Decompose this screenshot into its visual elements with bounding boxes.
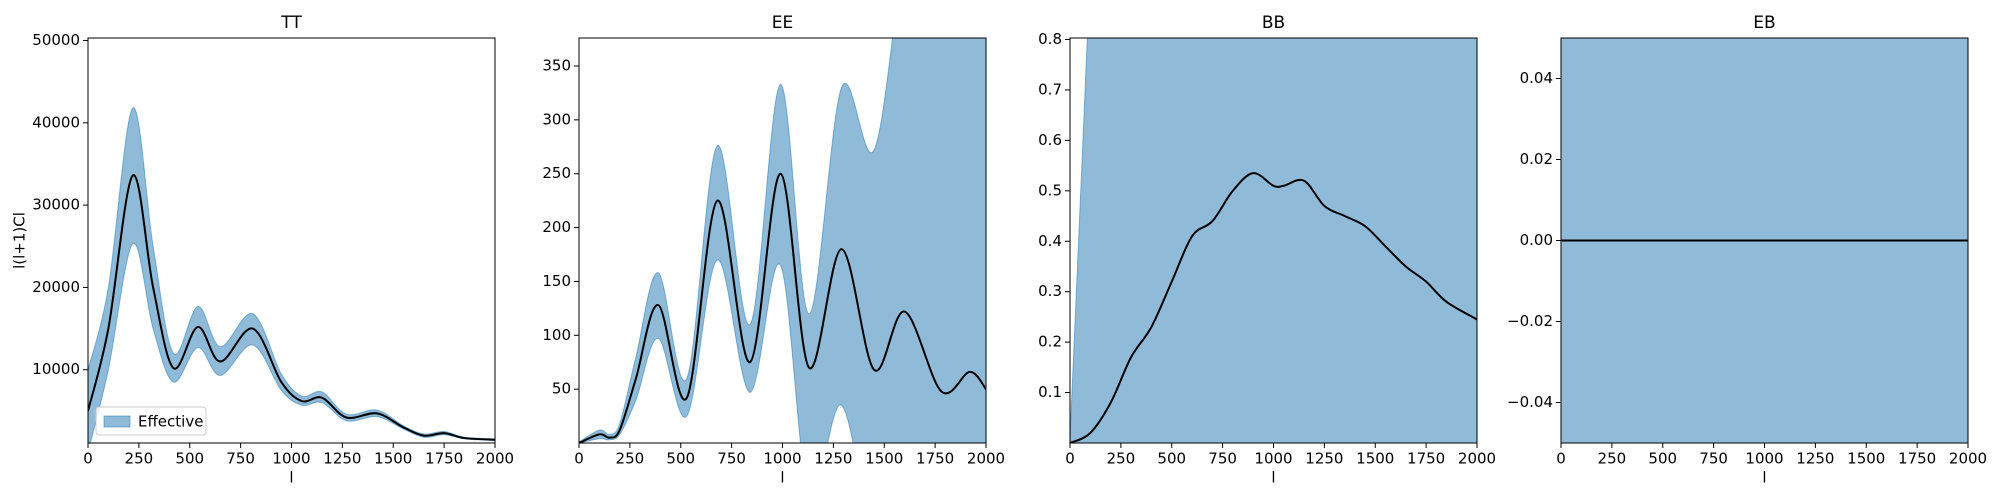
chart-title: TT [280,13,302,33]
y-tick-label: 0.6 [1038,131,1062,149]
legend-swatch [103,415,131,428]
y-tick-label: 0.00 [1520,231,1553,249]
x-tick-label: 1000 [763,450,801,468]
x-tick-label: 1500 [865,450,903,468]
y-tick-label: −0.04 [1507,393,1553,411]
x-tick-label: 0 [1556,450,1566,468]
y-tick-label: 350 [542,57,571,75]
y-tick-label: 0.04 [1520,69,1553,87]
x-tick-label: 500 [175,450,204,468]
x-tick-label: 2000 [476,450,514,468]
plot-area [1070,38,1477,443]
x-tick-label: 500 [1157,450,1186,468]
x-tick-label: 1750 [425,450,463,468]
x-tick-label: 0 [1065,450,1075,468]
x-tick-label: 750 [1699,450,1728,468]
x-tick-label: 500 [666,450,695,468]
confidence-band [1561,38,1968,443]
x-tick-label: 250 [125,450,154,468]
y-tick-label: 0.7 [1038,80,1062,98]
chart-title: EB [1753,13,1775,33]
confidence-band [1070,38,1477,443]
y-tick-label: 0.3 [1038,282,1062,300]
y-tick-label: −0.02 [1507,312,1553,330]
chart-title: BB [1262,13,1285,33]
y-tick-label: 0.1 [1038,383,1062,401]
x-axis-label: l [1762,469,1766,487]
x-tick-label: 2000 [1949,450,1987,468]
x-axis-label: l [289,469,293,487]
x-axis-label: l [1271,469,1275,487]
line [1070,172,1477,443]
y-tick-label: 0.8 [1038,30,1062,48]
line [579,172,986,443]
x-tick-label: 250 [1107,450,1136,468]
y-tick-label: 10000 [32,360,80,378]
x-tick-label: 1000 [1745,450,1783,468]
y-axis-label: l(l+1)Cl [11,212,29,269]
confidence-band [579,38,986,443]
x-tick-label: 1250 [323,450,361,468]
x-tick-label: 2000 [967,450,1005,468]
y-tick-label: 200 [542,218,571,236]
legend: Effective [95,406,207,436]
x-tick-label: 750 [1208,450,1237,468]
y-tick-label: 0.2 [1038,333,1062,351]
x-tick-label: 1500 [374,450,412,468]
x-tick-label: 2000 [1458,450,1496,468]
legend-box [95,406,207,436]
x-tick-label: 1250 [1305,450,1343,468]
x-tick-label: 1000 [272,450,310,468]
subplot: 0 250 500 750 1000 1250 1500 1750 2000 10000 20000… [11,13,515,487]
y-tick-label: 40000 [32,113,80,131]
line [88,174,495,441]
legend-label: Effective [138,413,203,431]
x-tick-label: 1500 [1847,450,1885,468]
x-tick-label: 250 [616,450,645,468]
x-tick-label: 1250 [1796,450,1834,468]
subplot: 0 250 500 750 1000 1250 1500 1750 2000 50 100 150 20… [542,13,1005,487]
y-tick-label: 30000 [32,196,80,214]
plot-area [1561,38,1968,443]
y-tick-label: 20000 [32,278,80,296]
y-tick-label: 250 [542,164,571,182]
y-tick-label: 50 [552,380,571,398]
x-tick-label: 0 [574,450,584,468]
plot-area [579,38,986,443]
y-tick-label: 50000 [32,31,80,49]
x-tick-label: 250 [1598,450,1627,468]
y-tick-label: 0.5 [1038,181,1062,199]
x-tick-label: 1000 [1254,450,1292,468]
y-tick-label: 100 [542,326,571,344]
y-tick-label: 0.02 [1520,150,1553,168]
plot-area [88,107,495,443]
x-tick-label: 750 [717,450,746,468]
x-tick-label: 500 [1648,450,1677,468]
x-tick-label: 750 [226,450,255,468]
confidence-band [88,107,495,443]
x-tick-label: 0 [83,450,93,468]
x-tick-label: 1500 [1356,450,1394,468]
x-axis-label: l [780,469,784,487]
subplot: 0 250 500 750 1000 1250 1500 1750 2000 0.1 0.2 0.3 0… [1038,13,1496,487]
x-tick-label: 1750 [1898,450,1936,468]
x-tick-label: 1750 [1407,450,1445,468]
subplot: 0 250 500 750 1000 1250 1500 1750 2000 −0.04 −0.02… [1507,13,1987,487]
x-tick-label: 1750 [916,450,954,468]
y-tick-label: 0.4 [1038,232,1062,250]
x-tick-label: 1250 [814,450,852,468]
y-tick-label: 150 [542,272,571,290]
chart-title: EE [772,13,793,33]
y-tick-label: 300 [542,110,571,128]
